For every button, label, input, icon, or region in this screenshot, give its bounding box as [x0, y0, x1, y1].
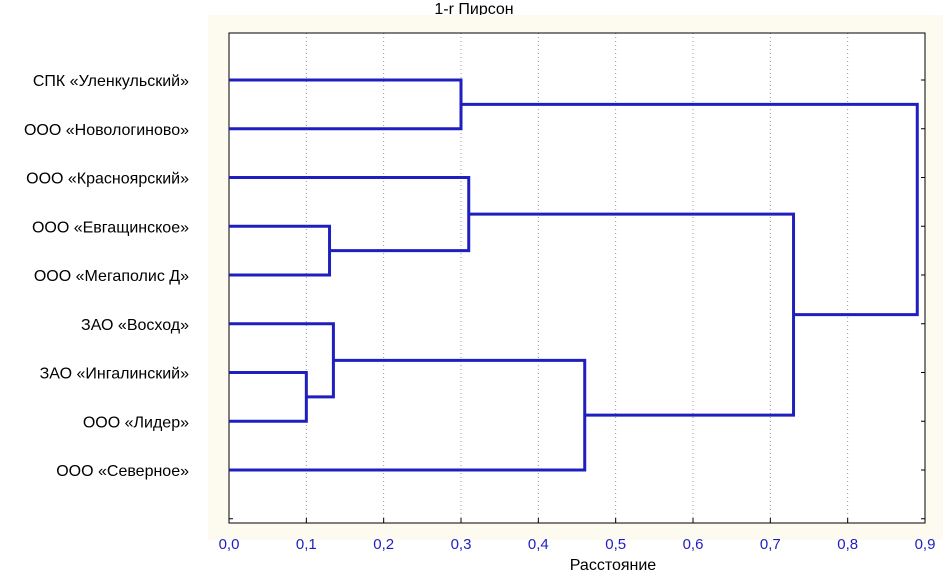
- leaf-label: СПК «Уленкульский»: [33, 73, 189, 90]
- x-tick-label: 0,5: [605, 536, 626, 553]
- plot-area: [229, 33, 925, 523]
- merge-root: [461, 102, 919, 317]
- leaf-label: ООО «Мегаполис Д»: [34, 268, 189, 285]
- leaf-label: ЗАО «Ингалинский»: [40, 366, 189, 383]
- leaf-label: ООО «Новологиново»: [24, 122, 189, 139]
- x-axis-label: Расстояние: [570, 557, 657, 573]
- merge-middle-clusters: [468, 212, 796, 417]
- merge-evgashchinskoe-megapolis: [229, 224, 332, 277]
- x-tick-label: 0,1: [296, 536, 317, 553]
- leaf-label: ООО «Красноярский»: [26, 171, 189, 188]
- x-tick-label: 0,4: [528, 536, 549, 553]
- plot-frame: [228, 32, 926, 524]
- x-tick-label: 0,8: [837, 536, 858, 553]
- merge-krasnoyarsky-cluster: [229, 176, 471, 253]
- x-tick-label: 0,3: [451, 536, 472, 553]
- merge-severnoe-cluster: [229, 358, 587, 472]
- leaf-label: ООО «Лидер»: [83, 414, 189, 431]
- x-tick-label: 0,6: [683, 536, 704, 553]
- x-tick-label: 0,0: [219, 536, 240, 553]
- leaf-label: ЗАО «Восход»: [81, 317, 189, 334]
- leaf-label: ООО «Северное»: [56, 463, 189, 480]
- x-tick-label: 0,7: [760, 536, 781, 553]
- leaf-label: ООО «Евгащинское»: [32, 219, 189, 236]
- x-tick-label: 0,9: [915, 536, 936, 553]
- x-tick-label: 0,2: [373, 536, 394, 553]
- merge-ingalinsky-lider: [229, 371, 308, 423]
- chart-title: 1-r Пирсон: [434, 1, 514, 18]
